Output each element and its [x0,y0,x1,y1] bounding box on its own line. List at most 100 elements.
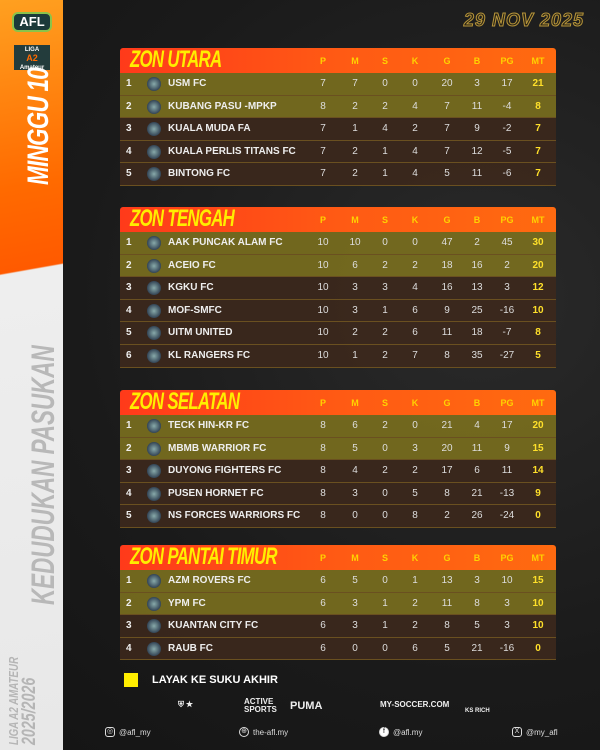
cell-lost: 6 [412,327,418,339]
cell-lost: 7 [412,349,418,361]
social-x[interactable]: X @my_afl [512,727,558,737]
cell-goals-against: 16 [471,259,483,271]
cell-points: 21 [532,78,544,89]
cell-won: 5 [352,575,358,586]
cell-won: 3 [352,487,358,499]
column-header-goal-diff: PG [500,56,514,66]
cell-won: 3 [352,282,358,294]
facebook-icon: f [379,727,389,737]
cell-drawn: 0 [382,487,388,499]
team-logo-icon [147,326,161,341]
cell-drawn: 3 [382,282,388,294]
cell-played: 10 [317,282,329,294]
cell-played: 6 [320,575,326,586]
rank: 2 [126,597,132,609]
team-name: KUALA MUDA FA [168,123,251,135]
table-row: 1 TECK HIN-KR FC 8 6 2 0 21 4 17 20 [120,415,556,438]
rank: 5 [126,510,132,522]
cell-points: 10 [532,304,544,316]
rank: 5 [126,168,132,180]
column-header-won: M [351,553,359,563]
cell-lost: 4 [412,145,418,157]
team-logo-icon [147,281,161,296]
cell-points: 9 [535,487,541,499]
cell-goal-diff: 17 [501,78,513,89]
cell-goal-diff: -2 [502,123,512,135]
rank: 4 [126,642,132,654]
cell-goals-for: 2 [444,510,450,522]
table-row: 4 KUALA PERLIS TITANS FC 7 2 1 4 7 12 -5 7 [120,140,556,164]
cell-played: 10 [317,304,329,316]
cell-goals-against: 3 [474,575,480,586]
social-instagram[interactable]: ◎ @afl_my [105,727,151,737]
column-header-goals-against: B [473,215,481,225]
team-name: USM FC [168,78,207,89]
cell-won: 7 [352,78,358,89]
team-logo-icon [147,236,161,250]
rank: 3 [126,282,132,294]
cell-goals-against: 5 [474,620,480,632]
cell-points: 20 [532,259,544,271]
zone-table: ZON UTARA P M S K G B PG MT 1 USM FC 7 7 0 0 20 3 17 21 2 KU… [120,46,556,186]
team-logo-icon [147,258,161,273]
column-header-drawn: S [381,398,388,408]
team-logo-icon [147,486,161,501]
rank: 5 [126,327,132,339]
rank: 4 [126,304,132,316]
cell-goals-for: 16 [441,282,453,294]
table-row: 4 PUSEN HORNET FC 8 3 0 5 8 21 -13 9 [120,482,556,506]
cell-lost: 2 [412,123,418,135]
zone-table: ZON PANTAI TIMUR P M S K G B PG MT 1 AZM ROVERS FC… [120,543,556,661]
cell-won: 2 [352,100,358,112]
cell-drawn: 1 [382,304,388,316]
cell-lost: 5 [412,487,418,499]
column-header-goals-against: B [473,398,481,408]
cell-goal-diff: 10 [501,575,513,586]
cell-goals-against: 11 [471,100,483,112]
cell-goals-against: 25 [471,304,483,316]
cell-points: 15 [532,442,544,454]
team-name: YPM FC [168,597,206,609]
cell-played: 10 [317,349,329,361]
cell-goal-diff: 17 [501,420,513,431]
cell-lost: 4 [412,282,418,294]
cell-drawn: 4 [382,123,388,135]
cell-drawn: 0 [382,510,388,522]
sponsor-puma: PUMA [290,700,323,712]
rank: 6 [126,349,132,361]
rank: 2 [126,259,132,271]
legend-label: LAYAK KE SUKU AKHIR [152,674,278,686]
table-row: 5 BINTONG FC 7 2 1 4 5 11 -6 7 [120,163,556,186]
social-facebook[interactable]: f @afl.my [379,727,422,737]
cell-lost: 4 [412,168,418,180]
team-name: NS FORCES WARRIORS FC [168,510,301,522]
side-banner: AFL LIGA A2 Amateur MINGGU 10 KEDUDUKAN PA… [0,0,63,750]
cell-points: 14 [532,465,544,477]
cell-goals-against: 8 [474,597,480,609]
cell-lost: 8 [412,510,418,522]
cell-goals-against: 3 [474,78,480,89]
table-row: 2 ACEIO FC 10 6 2 2 18 16 2 20 [120,254,556,278]
cell-points: 15 [532,575,544,586]
instagram-icon: ◎ [105,727,115,737]
table-row: 1 AZM ROVERS FC 6 5 0 1 13 3 10 15 [120,570,556,593]
cell-goals-for: 20 [441,442,453,454]
social-website[interactable]: ⊕ the-afl.my [239,727,288,737]
rank: 1 [126,575,132,586]
zone-title: ZON UTARA [130,46,222,73]
column-header-goals-against: B [473,56,481,66]
team-name: MBMB WARRIOR FC [168,442,267,454]
zone-title: ZON SELATAN [130,388,240,415]
column-header-points: MT [531,215,545,225]
zone-title: ZON TENGAH [130,205,235,232]
zone-table: ZON TENGAH P M S K G B PG MT 1 AAK PUNCAK ALAM FC 1… [120,205,556,368]
table-row: 4 RAUB FC 6 0 0 6 5 21 -16 0 [120,637,556,661]
cell-goals-for: 7 [444,123,450,135]
cell-goal-diff: -5 [502,145,512,157]
cell-won: 3 [352,620,358,632]
cell-drawn: 1 [382,597,388,609]
column-header-drawn: S [381,56,388,66]
table-row: 5 NS FORCES WARRIORS FC 8 0 0 8 2 26 -24 0 [120,505,556,528]
rank: 3 [126,620,132,632]
rank: 1 [126,237,132,248]
